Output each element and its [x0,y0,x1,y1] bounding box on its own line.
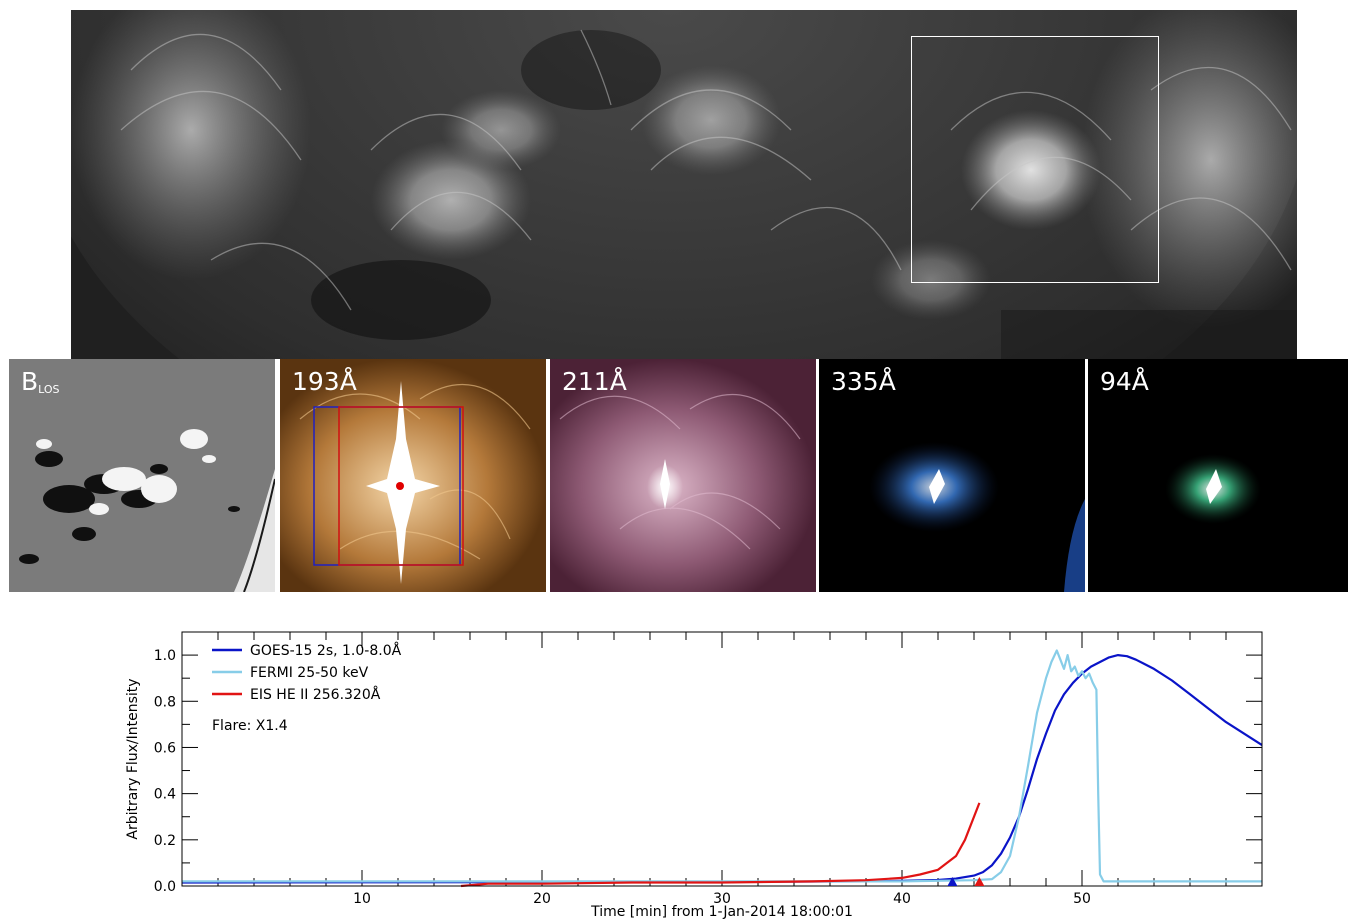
light-curve-chart: 10 20 30 40 50 0.0 0.2 0.4 0.6 0.8 1.0 Time [min] … [0,600,1348,923]
panel-magnetogram: BLOS [9,359,275,592]
aia-211-image-art [550,359,816,592]
eis-slit-point [396,482,404,490]
aia-94-image-art [1088,359,1348,592]
y-tick-label: 0.2 [154,833,176,849]
panel-label-211: 211Å [562,367,627,396]
x-tick-label: 50 [1073,891,1091,907]
y-tick-label: 1.0 [154,648,176,664]
panel-211: 211Å [550,359,816,592]
panel-335: 335Å [819,359,1085,592]
legend-label-eis: EIS HE II 256.320Å [250,686,381,703]
region-of-interest-box [911,36,1159,283]
panel-label-blos: BLOS [21,367,60,396]
eis-raster-box-red [338,406,464,566]
panel-193: 193Å [280,359,546,592]
x-axis-label: Time [min] from 1-Jan-2014 18:00:01 [590,904,853,920]
light-curve-svg: 10 20 30 40 50 0.0 0.2 0.4 0.6 0.8 1.0 Time [min] … [125,631,1263,920]
aia-335-image-art [819,359,1085,592]
magnetogram-image-art [9,359,275,592]
aia-193-image-art [280,359,546,592]
legend-label-goes: GOES-15 2s, 1.0-8.0Å [250,642,402,659]
panel-94: 94Å [1088,359,1348,592]
series-line-eis [460,802,981,888]
legend-label-fermi: FERMI 25-50 keV [250,665,369,681]
flare-class-annotation: Flare: X1.4 [212,718,288,734]
y-tick-label: 0.4 [154,787,176,803]
blue-time-marker [947,877,958,886]
x-tick-label: 10 [353,891,371,907]
plot-frame [181,631,1263,887]
x-tick-label: 30 [713,891,731,907]
panel-label-94: 94Å [1100,367,1149,396]
full-disk-image-art [71,10,1297,359]
full-disk-euv-image [71,10,1297,359]
y-axis-label: Arbitrary Flux/Intensity [125,678,141,839]
series-line-fermi [182,649,1262,883]
y-tick-label: 0.0 [154,879,176,895]
y-tick-label: 0.8 [154,694,176,710]
panel-label-193: 193Å [292,367,357,396]
legend: GOES-15 2s, 1.0-8.0Å FERMI 25-50 keV EIS H… [212,642,402,703]
y-tick-label: 0.6 [154,740,176,756]
x-tick-label: 40 [893,891,911,907]
panel-label-335: 335Å [831,367,896,396]
x-tick-label: 20 [533,891,551,907]
red-time-marker [974,877,985,886]
